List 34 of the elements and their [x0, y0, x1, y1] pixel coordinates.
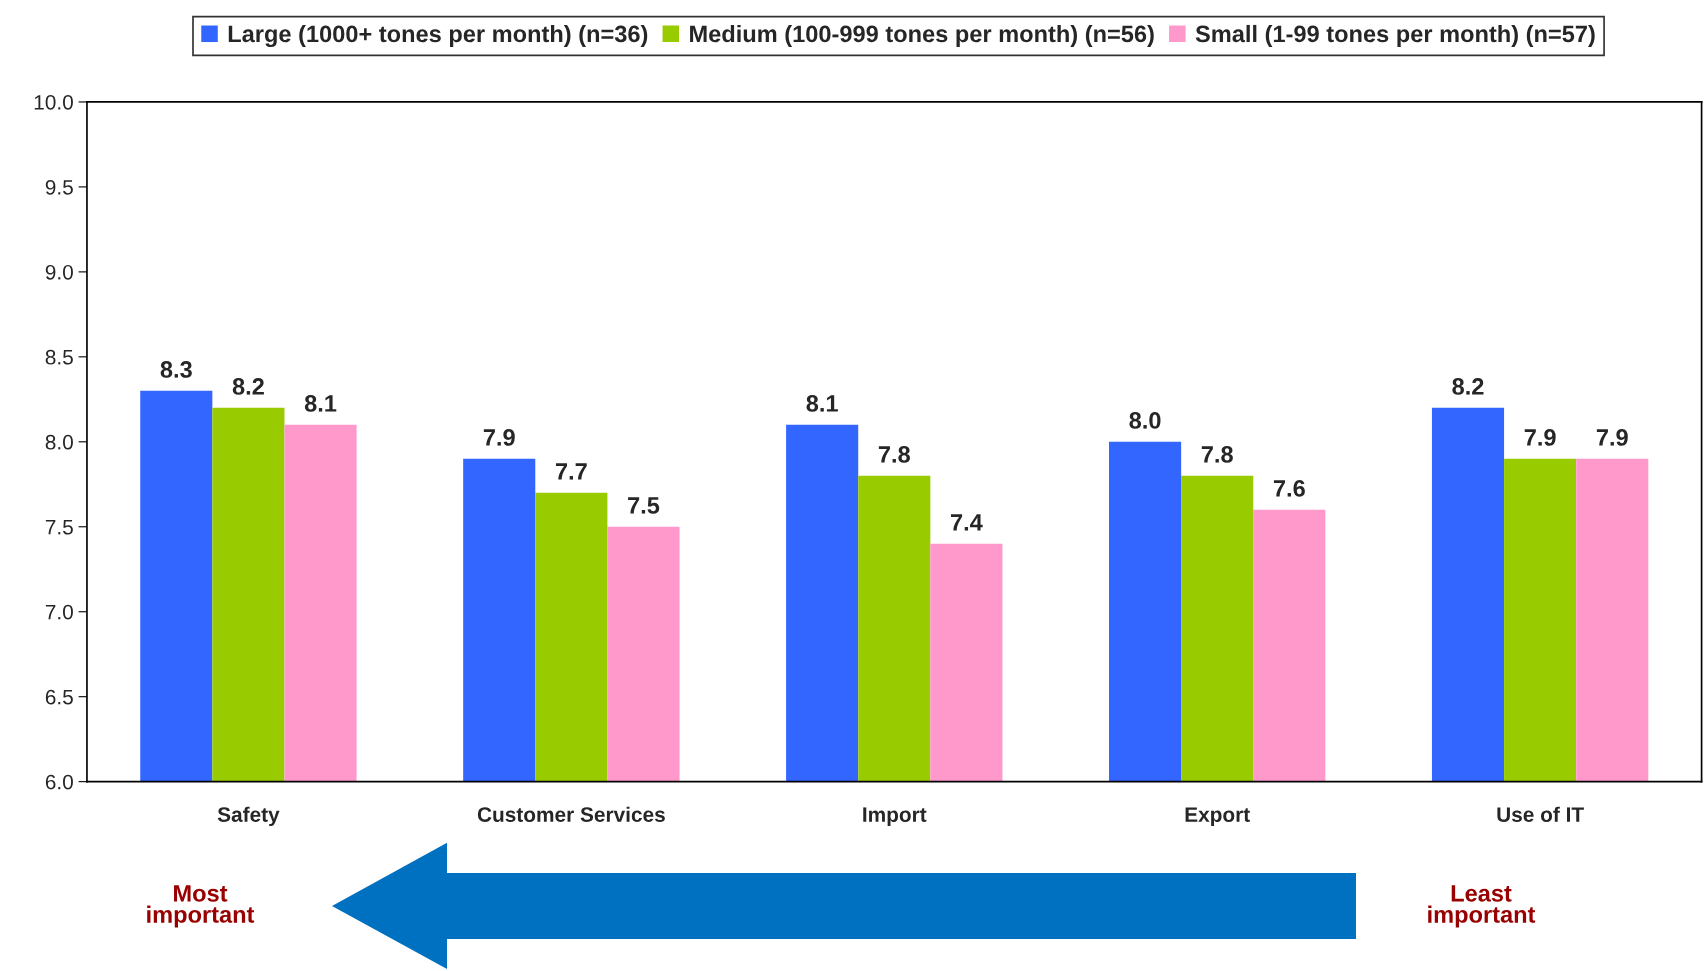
legend-label: Small (1-99 tones per month) (n=57) — [1195, 24, 1595, 47]
data-label: 8.2 — [1452, 378, 1484, 395]
data-label: 8.2 — [232, 378, 264, 395]
data-label: 7.8 — [1201, 446, 1233, 463]
data-label: 7.9 — [1596, 429, 1628, 446]
data-label: 7.4 — [951, 514, 983, 531]
text: Most important — [147, 885, 255, 928]
data-label: 7.9 — [483, 429, 515, 446]
data-label: 7.5 — [628, 497, 660, 514]
x-tick-label: Use of IT — [1497, 806, 1584, 822]
y-tick-label: 9.0 — [45, 264, 73, 280]
data-label: 7.9 — [1524, 429, 1556, 446]
y-tick-label: 6.0 — [45, 774, 73, 790]
data-label: 8.1 — [806, 395, 838, 412]
x-tick-label: Import — [863, 807, 927, 827]
data-label: 8.1 — [304, 395, 337, 412]
data-label: 7.7 — [555, 463, 587, 480]
data-label: 7.8 — [878, 446, 910, 463]
y-tick-label: 7.5 — [45, 519, 73, 535]
data-label: 8.3 — [160, 361, 192, 378]
x-tick-label: Export — [1185, 807, 1250, 827]
x-tick-label: Safety — [217, 806, 280, 827]
data-label: 7.6 — [1273, 480, 1305, 497]
data-label: 8.0 — [1129, 412, 1161, 429]
legend-label: Large (1000+ tones per month) (n=36) — [228, 24, 648, 48]
y-tick-label: 8.5 — [45, 349, 73, 365]
y-tick-label: 9.5 — [45, 179, 73, 195]
text: Least important — [1428, 885, 1536, 928]
y-tick-label: 8.0 — [45, 434, 73, 450]
x-tick-label: Customer Services — [477, 806, 665, 822]
legend-label: Medium (100-999 tones per month) (n=56) — [690, 24, 1154, 47]
y-tick-label: 6.5 — [45, 689, 73, 705]
y-tick-label: 7.0 — [45, 604, 73, 620]
y-tick-label: 10.0 — [34, 94, 73, 110]
